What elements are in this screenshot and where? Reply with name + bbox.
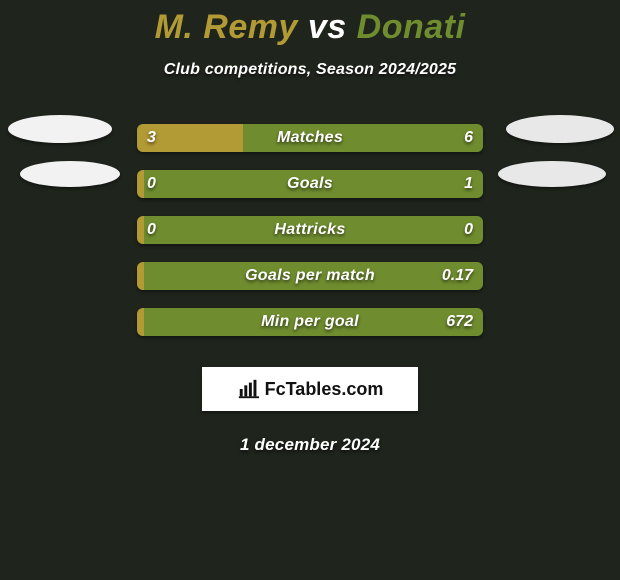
date-text: 1 december 2024: [240, 435, 380, 455]
subtitle: Club competitions, Season 2024/2025: [164, 61, 456, 79]
title-vs: vs: [308, 8, 347, 46]
content-root: M. Remy vs Donati Club competitions, Sea…: [0, 0, 620, 580]
stat-bar-left: [137, 216, 144, 244]
brand-text: FcTables.com: [265, 379, 384, 400]
stat-bar: Goals 0 1: [137, 170, 483, 198]
barchart-icon: [237, 378, 259, 400]
stat-value-right: 0.17: [442, 267, 473, 285]
page-title: M. Remy vs Donati: [155, 8, 466, 47]
stats-area: Matches 3 6 Goals 0 1 Hattricks 0 0 Goals per mat…: [0, 115, 620, 345]
stat-bar: Min per goal 672: [137, 308, 483, 336]
stat-label: Goals: [287, 175, 333, 193]
stat-value-right: 672: [446, 313, 473, 331]
stat-row: Hattricks 0 0: [0, 207, 620, 253]
stat-bar-left: [137, 170, 144, 198]
title-player1: M. Remy: [155, 8, 298, 46]
stat-value-left: 0: [147, 221, 156, 239]
stat-bar-left: [137, 262, 144, 290]
stat-bar: Matches 3 6: [137, 124, 483, 152]
stat-label: Min per goal: [261, 313, 359, 331]
stat-label: Hattricks: [274, 221, 345, 239]
stat-value-left: 3: [147, 129, 156, 147]
stat-value-right: 6: [464, 129, 473, 147]
stat-value-right: 1: [464, 175, 473, 193]
stat-row: Min per goal 672: [0, 299, 620, 345]
stat-value-left: 0: [147, 175, 156, 193]
stat-bar: Goals per match 0.17: [137, 262, 483, 290]
brand-box: FcTables.com: [202, 367, 418, 411]
stat-value-right: 0: [464, 221, 473, 239]
stat-bar-left: [137, 308, 144, 336]
stat-label: Matches: [277, 129, 343, 147]
stat-bar: Hattricks 0 0: [137, 216, 483, 244]
stat-row: Goals per match 0.17: [0, 253, 620, 299]
stat-row: Matches 3 6: [0, 115, 620, 161]
stat-label: Goals per match: [245, 267, 375, 285]
stat-row: Goals 0 1: [0, 161, 620, 207]
title-player2: Donati: [357, 8, 466, 46]
